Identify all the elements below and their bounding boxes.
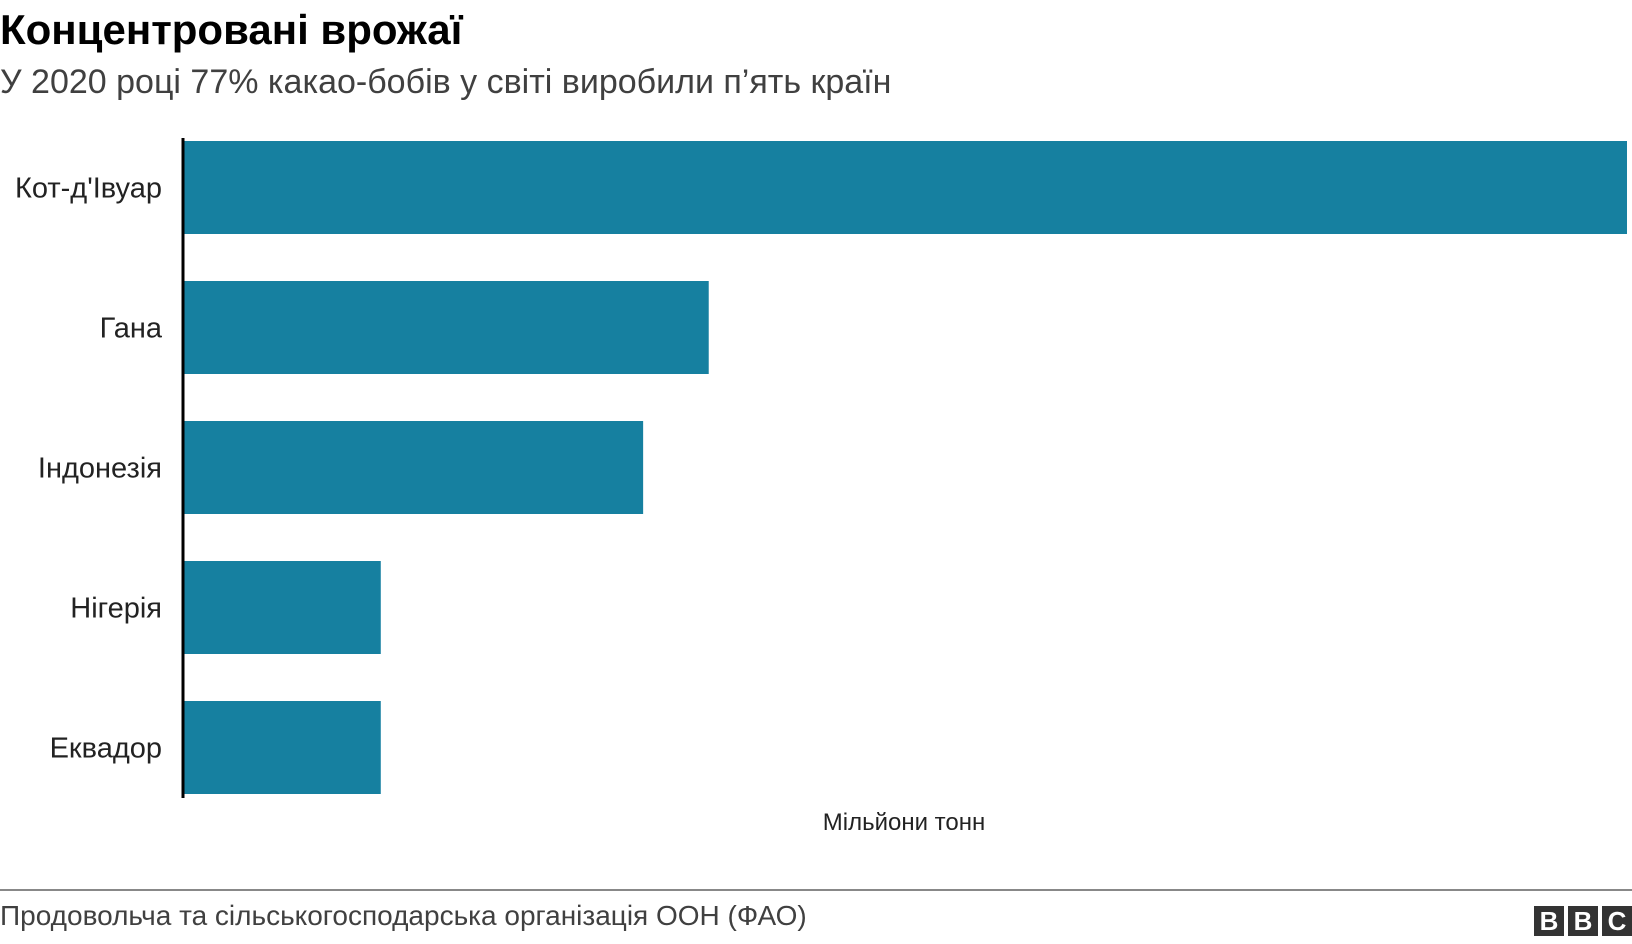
- bar-chart: Кот-д'Івуар Гана Індонезія Нігерія Еквадор М…: [15, 138, 1627, 836]
- bar: [184, 561, 381, 654]
- category-label: Нігерія: [70, 593, 162, 625]
- category-labels: Кот-д'Івуар Гана Індонезія Нігерія Еквадор: [15, 173, 163, 765]
- bar: [184, 141, 1627, 234]
- chart-title: Концентровані врожаї: [0, 6, 463, 53]
- bbc-logo-letter: B: [1534, 906, 1564, 936]
- bars-group: [184, 141, 1627, 794]
- bbc-logo: B B C: [1534, 906, 1632, 936]
- bar: [184, 281, 709, 374]
- source-divider: [0, 889, 1632, 891]
- category-label: Індонезія: [38, 453, 162, 485]
- category-label: Кот-д'Івуар: [15, 173, 162, 205]
- x-axis-label: Мільйони тонн: [823, 809, 986, 836]
- chart-subtitle: У 2020 році 77% какао-бобів у світі виро…: [0, 63, 892, 101]
- bbc-logo-letter: C: [1602, 906, 1632, 936]
- bbc-logo-letter: B: [1568, 906, 1598, 936]
- category-label: Еквадор: [50, 733, 162, 765]
- bar: [184, 421, 644, 514]
- bar: [184, 701, 381, 794]
- source-note: Продовольча та сільськогосподарська орга…: [0, 900, 807, 931]
- category-label: Гана: [100, 313, 163, 345]
